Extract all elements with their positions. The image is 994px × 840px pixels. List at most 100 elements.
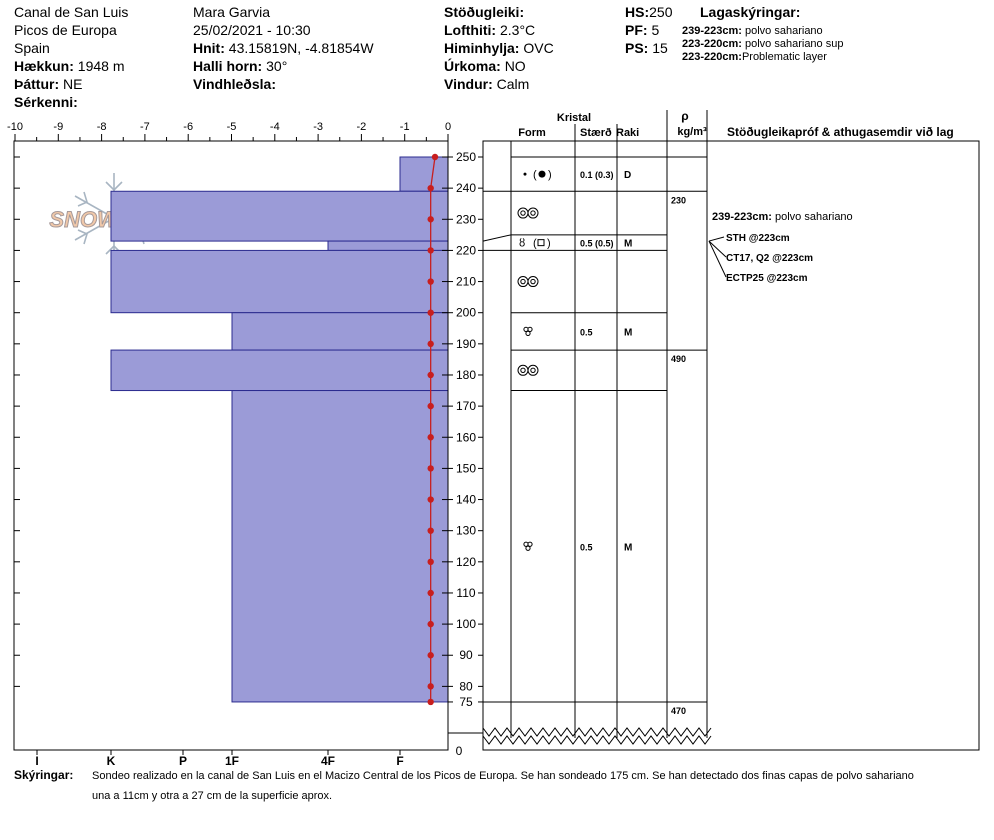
test-pointer	[708, 240, 727, 278]
hardness-bar	[231, 390, 449, 703]
temperature-axis: -10 -9 -8 -7 -6 -5 -4 -3 -2 -1 0	[7, 121, 451, 141]
temperature-point	[427, 434, 434, 441]
temp-tick-label: -4	[270, 121, 280, 133]
hardness-bar	[231, 312, 449, 351]
height-tick-label: 220	[456, 243, 476, 257]
precipitation: Úrkoma: NO	[444, 58, 526, 74]
paren-icon: )	[548, 169, 552, 181]
country: Spain	[14, 40, 50, 56]
hardness-layers	[110, 156, 449, 703]
wind-loading-label: Vindhleðsla:	[193, 76, 276, 92]
hs: HS:250	[625, 4, 673, 20]
melt-form-icon	[517, 276, 529, 288]
temperature-point	[427, 371, 434, 379]
temp-tick-label: -8	[97, 121, 107, 133]
hardness-bar	[110, 349, 449, 392]
stability-test: CT17, Q2 @223cm	[726, 253, 813, 264]
layer-connector	[482, 234, 512, 242]
elevation: Hækkun: 1948 m	[14, 58, 125, 74]
paren-icon: (	[533, 169, 537, 181]
small-dot-icon	[523, 172, 527, 176]
height-tick-label: 120	[456, 555, 476, 569]
crystal-form-icon	[517, 276, 539, 288]
temperature-point	[427, 527, 434, 534]
hardness-bar	[110, 190, 449, 242]
stability-test: ECTP25 @223cm	[726, 273, 808, 284]
density-value: 470	[671, 706, 686, 716]
height-tick-label: 240	[456, 181, 476, 195]
crystal-form-icon	[517, 207, 539, 219]
height-tick-label: 250	[456, 150, 476, 164]
height-tick-label: 190	[456, 337, 476, 351]
clustered-grain-icon	[525, 545, 531, 551]
coordinates: Hnit: 43.15819N, -4.81854W	[193, 40, 374, 56]
melt-form-icon	[527, 207, 539, 219]
stability-label: Stöðugleiki:	[444, 4, 525, 20]
height-tick-label: 180	[456, 368, 476, 382]
temperature-point	[427, 698, 434, 706]
temperature-point	[427, 309, 434, 316]
legend-item: 223-220cm: polvo sahariano sup	[682, 38, 844, 50]
temperature-point	[427, 652, 434, 659]
temp-tick-label: -1	[400, 121, 410, 133]
height-tick-label: 170	[456, 399, 476, 413]
layer-moisture: M	[624, 542, 632, 553]
melt-form-inner-icon	[520, 278, 526, 285]
temperature-point	[431, 153, 439, 161]
temperature-point	[427, 278, 434, 285]
hardness-label: 4F	[321, 754, 335, 768]
height-tick-label: 210	[456, 275, 476, 289]
melt-form-inner-icon	[520, 210, 526, 216]
ps: PS: 15	[625, 40, 668, 56]
layer-moisture: D	[624, 170, 631, 181]
temp-tick-label: -9	[53, 121, 63, 133]
temperature-point	[427, 465, 434, 472]
clustered-grain-icon	[527, 541, 533, 547]
density-value: 490	[671, 354, 686, 364]
scale-break-zigzag	[482, 727, 712, 737]
height-tick-label: 90	[459, 648, 473, 662]
col-rho: ρ	[681, 109, 688, 123]
hardness-label: I	[35, 754, 38, 768]
observer: Mara Garvia	[193, 4, 271, 20]
layer-size: 0.5	[580, 327, 593, 337]
col-stability: Stöðugleikapróf & athugasemdir við lag	[727, 125, 954, 139]
temp-tick-label: -6	[183, 121, 193, 133]
clustered-grain-icon	[525, 330, 531, 336]
crystal-table: Kristal Form Stærð Raki ρ kg/m³ Stöðugleikapró…	[448, 109, 954, 745]
height-tick-label: 100	[456, 617, 476, 631]
density-value: 230	[671, 195, 686, 205]
hardness-bar	[110, 249, 449, 314]
temperature-point	[427, 589, 434, 597]
melt-form-icon	[527, 364, 539, 376]
test-pointer	[708, 236, 725, 242]
temperature-point	[427, 558, 434, 566]
height-tick-label: 80	[459, 679, 473, 693]
temperature-point	[427, 216, 434, 223]
height-tick-label: 140	[456, 493, 476, 507]
temp-tick-label: -7	[140, 121, 150, 133]
melt-form-inner-icon	[530, 367, 536, 374]
stability-comments: 239-223cm: polvo sahariano STH @223cm CT17…	[708, 211, 853, 284]
scale-break-zigzag	[482, 735, 712, 745]
air-temp: Lofthiti: 2.3°C	[444, 22, 536, 38]
height-tick-label: 160	[456, 430, 476, 444]
pf: PF: 5	[625, 22, 660, 38]
faceted-icon	[537, 239, 545, 247]
sky-cover: Himinhylja: OVC	[444, 40, 554, 56]
paren-icon: (	[533, 238, 537, 250]
wind: Vindur: Calm	[444, 76, 530, 92]
col-rho-unit: kg/m³	[677, 126, 707, 138]
footer-comment-line2: una a 11cm y otra a 27 cm de la superfic…	[92, 790, 333, 802]
temperature-point	[427, 496, 434, 503]
height-tick-label: 130	[456, 524, 476, 538]
aspect: Þáttur: NE	[14, 76, 83, 92]
filled-circle-icon	[538, 170, 546, 178]
hardness-bar	[399, 156, 449, 192]
hardness-axis: I K P 1F 4F F	[35, 750, 404, 768]
melt-form-icon	[527, 276, 539, 288]
slope-angle: Halli horn: 30°	[193, 58, 288, 74]
legend-item: 223-220cm:Problematic layer	[682, 51, 827, 63]
footer-label: Skýringar:	[14, 768, 74, 782]
height-tick-label: 75	[459, 695, 473, 709]
